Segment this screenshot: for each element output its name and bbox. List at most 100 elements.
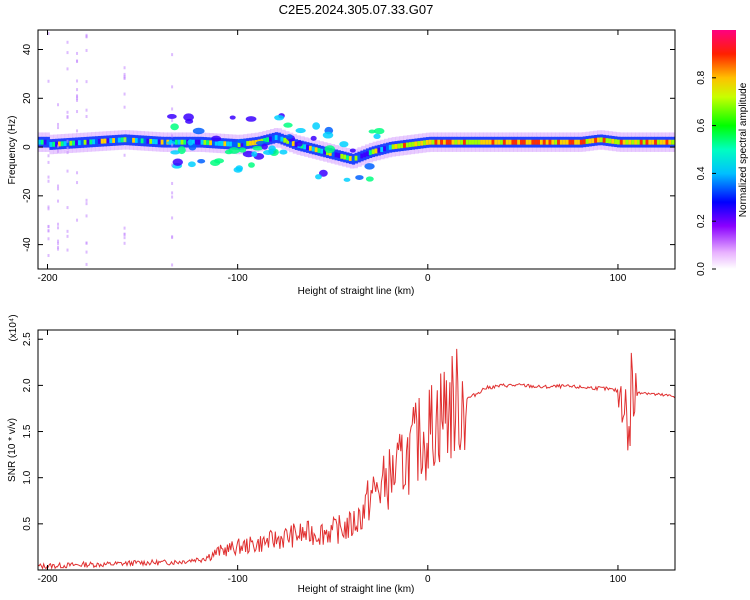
spectrogram-cell — [591, 138, 595, 144]
spectrogram-cell — [665, 139, 669, 145]
spectrogram-blob — [251, 151, 258, 157]
spectrogram-blob — [170, 150, 180, 155]
spectrogram-cell — [249, 140, 253, 146]
spectrogram-cell — [211, 140, 216, 146]
spectrogram-cell — [374, 148, 378, 154]
spectrogram-noise — [85, 198, 88, 202]
spectrogram-cell — [531, 139, 535, 145]
spectrogram-cell — [154, 139, 159, 145]
spectrogram-cell — [642, 139, 647, 145]
spectrogram-cell — [662, 139, 666, 145]
spectrogram-cell — [360, 153, 364, 159]
spectrogram-cell — [334, 152, 338, 158]
spectrogram-cell — [654, 139, 658, 145]
y-tick-label: 0.5 — [22, 516, 33, 530]
spectrogram-cell — [460, 139, 464, 145]
spectrogram-cell — [346, 155, 350, 161]
spectrogram-noise — [57, 144, 60, 148]
spectrogram-cell — [220, 141, 224, 146]
spectrogram-cell — [388, 144, 393, 150]
spectrogram-blob — [295, 128, 306, 134]
spectrogram-cell — [109, 138, 113, 144]
spectrogram-cell — [243, 141, 247, 147]
spectrogram-cell — [43, 139, 48, 145]
spectrogram-cell — [557, 139, 561, 145]
spectrogram-cell — [636, 139, 641, 145]
spectrogram-cell — [403, 142, 407, 148]
spectrogram-noise — [171, 85, 174, 89]
spectrogram-noise — [76, 94, 79, 98]
spectrogram-blob — [343, 177, 351, 182]
spectrogram-cell — [306, 145, 310, 150]
spectrogram-noise — [171, 263, 174, 267]
spectrogram-noise — [47, 32, 50, 36]
spectrogram-noise — [47, 205, 50, 209]
spectrogram-cell — [60, 141, 65, 147]
spectrogram-cell — [97, 138, 102, 144]
spectrogram-cell — [474, 139, 478, 145]
spectrogram-cell — [126, 137, 130, 143]
y-tick-label: -20 — [22, 188, 33, 203]
spectrogram-noise — [171, 163, 174, 167]
spectrogram-noise — [85, 250, 88, 254]
spectrogram-blob — [373, 133, 381, 140]
spectrogram-blob — [322, 131, 334, 139]
spectrogram-cell — [645, 139, 649, 145]
spectrogram-blob — [167, 114, 177, 120]
spectrogram-cell — [314, 147, 319, 153]
spectrogram-cell — [351, 156, 356, 162]
spectrogram-cell — [86, 139, 90, 145]
spectrogram-x-ticks: -200 -100 0 100 — [37, 30, 627, 284]
spectrogram-noise — [47, 79, 50, 83]
spectrogram-cell — [277, 135, 281, 141]
spectrogram-cell — [585, 139, 589, 144]
spectrogram-noise — [85, 214, 88, 218]
spectrogram-cell — [425, 139, 430, 145]
spectrogram-cell — [619, 139, 624, 145]
spectrogram-noise — [171, 143, 174, 147]
snr-scale-label: (x10⁴) — [8, 314, 19, 341]
spectrogram-cell — [485, 139, 490, 145]
spectrogram-cell — [152, 139, 156, 145]
spectrogram-noise — [47, 179, 50, 183]
spectrogram-cell — [223, 141, 227, 147]
spectrogram-noise — [57, 245, 60, 249]
spectrogram-blob — [252, 145, 264, 151]
spectrogram-cell — [377, 147, 381, 153]
spectrogram-noise — [85, 115, 88, 119]
spectrogram-cell — [331, 151, 336, 157]
spectrogram-cell — [491, 139, 495, 145]
spectrogram-cell — [414, 141, 418, 147]
spectrogram-noise — [47, 254, 50, 258]
spectrogram-blob — [310, 135, 317, 141]
spectrogram-noise — [66, 40, 69, 44]
spectrogram-blob — [229, 115, 236, 120]
spectrogram-noise — [66, 51, 69, 55]
spectrogram-cell — [103, 138, 107, 144]
spectrogram-cell — [622, 139, 627, 145]
spectrogram-cell — [617, 139, 621, 145]
spectrogram-y-label: Frequency (Hz) — [7, 116, 18, 185]
spectrogram-blob — [312, 122, 321, 130]
spectrogram-blob — [349, 148, 356, 153]
spectrogram-cell — [200, 139, 204, 145]
spectrogram-noise — [47, 154, 50, 158]
spectrogram-blob — [233, 166, 243, 173]
spectrogram-cell — [209, 140, 213, 146]
spectrogram-cell — [480, 139, 484, 145]
spectrogram-noise — [47, 224, 50, 228]
spectrogram-noise — [171, 181, 174, 185]
spectrogram-cell — [157, 139, 162, 145]
spectrogram-cell — [308, 145, 313, 151]
spectrogram-cell — [115, 137, 119, 143]
spectrogram-cell — [588, 138, 592, 144]
spectrogram-cell — [366, 151, 370, 157]
spectrogram-cell — [66, 140, 70, 146]
x-tick-label: -100 — [228, 574, 248, 585]
spectrogram-noise — [76, 218, 79, 222]
spectrogram-cell — [288, 139, 293, 145]
spectrogram-cell — [454, 139, 458, 145]
spectrogram-cell — [80, 140, 85, 145]
spectrogram-cell — [420, 140, 424, 146]
